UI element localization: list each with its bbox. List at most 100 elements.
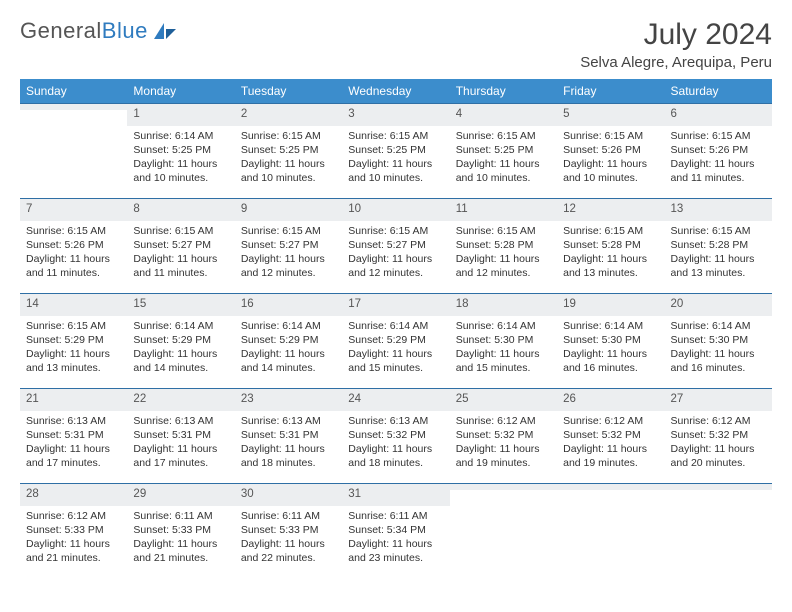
logo-text-blue: Blue (102, 18, 148, 44)
day-body: Sunrise: 6:12 AMSunset: 5:32 PMDaylight:… (450, 411, 557, 475)
sunrise-text: Sunrise: 6:14 AM (241, 319, 336, 333)
day-body (665, 490, 772, 497)
sunrise-text: Sunrise: 6:11 AM (133, 509, 228, 523)
daylight-text: Daylight: 11 hours and 16 minutes. (671, 347, 766, 375)
sunset-text: Sunset: 5:33 PM (26, 523, 121, 537)
sunset-text: Sunset: 5:26 PM (26, 238, 121, 252)
sunset-text: Sunset: 5:28 PM (671, 238, 766, 252)
sunrise-text: Sunrise: 6:15 AM (348, 129, 443, 143)
location-label: Selva Alegre, Arequipa, Peru (580, 54, 772, 71)
day-cell: 3Sunrise: 6:15 AMSunset: 5:25 PMDaylight… (342, 104, 449, 199)
sunset-text: Sunset: 5:26 PM (563, 143, 658, 157)
day-body: Sunrise: 6:15 AMSunset: 5:28 PMDaylight:… (557, 221, 664, 285)
day-cell: 18Sunrise: 6:14 AMSunset: 5:30 PMDayligh… (450, 294, 557, 389)
sunrise-text: Sunrise: 6:15 AM (26, 224, 121, 238)
day-body: Sunrise: 6:13 AMSunset: 5:31 PMDaylight:… (127, 411, 234, 475)
sunset-text: Sunset: 5:31 PM (241, 428, 336, 442)
sunrise-text: Sunrise: 6:14 AM (348, 319, 443, 333)
sunrise-text: Sunrise: 6:15 AM (133, 224, 228, 238)
sunrise-text: Sunrise: 6:15 AM (456, 224, 551, 238)
week-row: 14Sunrise: 6:15 AMSunset: 5:29 PMDayligh… (20, 294, 772, 389)
day-cell: 4Sunrise: 6:15 AMSunset: 5:25 PMDaylight… (450, 104, 557, 199)
col-tuesday: Tuesday (235, 79, 342, 104)
daylight-text: Daylight: 11 hours and 14 minutes. (241, 347, 336, 375)
col-monday: Monday (127, 79, 234, 104)
sunrise-text: Sunrise: 6:15 AM (563, 224, 658, 238)
col-friday: Friday (557, 79, 664, 104)
daylight-text: Daylight: 11 hours and 10 minutes. (563, 157, 658, 185)
week-row: 21Sunrise: 6:13 AMSunset: 5:31 PMDayligh… (20, 389, 772, 484)
day-body: Sunrise: 6:11 AMSunset: 5:34 PMDaylight:… (342, 506, 449, 570)
sunrise-text: Sunrise: 6:12 AM (671, 414, 766, 428)
sunrise-text: Sunrise: 6:13 AM (348, 414, 443, 428)
day-number: 23 (235, 389, 342, 411)
day-cell: 21Sunrise: 6:13 AMSunset: 5:31 PMDayligh… (20, 389, 127, 484)
daylight-text: Daylight: 11 hours and 12 minutes. (241, 252, 336, 280)
day-body: Sunrise: 6:15 AMSunset: 5:25 PMDaylight:… (342, 126, 449, 190)
daylight-text: Daylight: 11 hours and 10 minutes. (133, 157, 228, 185)
day-body: Sunrise: 6:15 AMSunset: 5:26 PMDaylight:… (557, 126, 664, 190)
sunrise-text: Sunrise: 6:14 AM (671, 319, 766, 333)
calendar-table: Sunday Monday Tuesday Wednesday Thursday… (20, 79, 772, 579)
day-number: 20 (665, 294, 772, 316)
sunset-text: Sunset: 5:31 PM (26, 428, 121, 442)
sunset-text: Sunset: 5:30 PM (563, 333, 658, 347)
day-number: 18 (450, 294, 557, 316)
sunrise-text: Sunrise: 6:13 AM (26, 414, 121, 428)
sunrise-text: Sunrise: 6:15 AM (26, 319, 121, 333)
sunset-text: Sunset: 5:25 PM (348, 143, 443, 157)
daylight-text: Daylight: 11 hours and 12 minutes. (348, 252, 443, 280)
daylight-text: Daylight: 11 hours and 11 minutes. (26, 252, 121, 280)
day-cell: 22Sunrise: 6:13 AMSunset: 5:31 PMDayligh… (127, 389, 234, 484)
sunset-text: Sunset: 5:30 PM (671, 333, 766, 347)
page-header: GeneralBlue July 2024 Selva Alegre, Areq… (20, 18, 772, 71)
day-body: Sunrise: 6:15 AMSunset: 5:25 PMDaylight:… (450, 126, 557, 190)
sunrise-text: Sunrise: 6:15 AM (241, 224, 336, 238)
day-body: Sunrise: 6:13 AMSunset: 5:31 PMDaylight:… (20, 411, 127, 475)
day-number: 28 (20, 484, 127, 506)
day-cell: 15Sunrise: 6:14 AMSunset: 5:29 PMDayligh… (127, 294, 234, 389)
daylight-text: Daylight: 11 hours and 13 minutes. (563, 252, 658, 280)
day-body: Sunrise: 6:15 AMSunset: 5:26 PMDaylight:… (20, 221, 127, 285)
day-cell: 28Sunrise: 6:12 AMSunset: 5:33 PMDayligh… (20, 484, 127, 579)
day-body: Sunrise: 6:15 AMSunset: 5:28 PMDaylight:… (450, 221, 557, 285)
day-number: 24 (342, 389, 449, 411)
sunset-text: Sunset: 5:32 PM (456, 428, 551, 442)
day-cell (20, 104, 127, 199)
day-cell: 25Sunrise: 6:12 AMSunset: 5:32 PMDayligh… (450, 389, 557, 484)
day-body (20, 110, 127, 117)
col-thursday: Thursday (450, 79, 557, 104)
logo: GeneralBlue (20, 18, 178, 44)
daylight-text: Daylight: 11 hours and 15 minutes. (348, 347, 443, 375)
sunset-text: Sunset: 5:25 PM (456, 143, 551, 157)
day-cell: 26Sunrise: 6:12 AMSunset: 5:32 PMDayligh… (557, 389, 664, 484)
day-body: Sunrise: 6:14 AMSunset: 5:29 PMDaylight:… (342, 316, 449, 380)
day-body: Sunrise: 6:14 AMSunset: 5:29 PMDaylight:… (127, 316, 234, 380)
day-number: 12 (557, 199, 664, 221)
daylight-text: Daylight: 11 hours and 19 minutes. (563, 442, 658, 470)
sunset-text: Sunset: 5:28 PM (456, 238, 551, 252)
day-number: 31 (342, 484, 449, 506)
day-cell: 27Sunrise: 6:12 AMSunset: 5:32 PMDayligh… (665, 389, 772, 484)
daylight-text: Daylight: 11 hours and 21 minutes. (26, 537, 121, 565)
daylight-text: Daylight: 11 hours and 17 minutes. (133, 442, 228, 470)
daylight-text: Daylight: 11 hours and 14 minutes. (133, 347, 228, 375)
day-cell: 6Sunrise: 6:15 AMSunset: 5:26 PMDaylight… (665, 104, 772, 199)
day-cell: 14Sunrise: 6:15 AMSunset: 5:29 PMDayligh… (20, 294, 127, 389)
sunset-text: Sunset: 5:33 PM (241, 523, 336, 537)
sunset-text: Sunset: 5:26 PM (671, 143, 766, 157)
day-number: 5 (557, 104, 664, 126)
sunrise-text: Sunrise: 6:13 AM (133, 414, 228, 428)
day-cell: 2Sunrise: 6:15 AMSunset: 5:25 PMDaylight… (235, 104, 342, 199)
daylight-text: Daylight: 11 hours and 11 minutes. (133, 252, 228, 280)
day-cell (557, 484, 664, 579)
day-cell: 5Sunrise: 6:15 AMSunset: 5:26 PMDaylight… (557, 104, 664, 199)
day-cell (665, 484, 772, 579)
day-cell: 19Sunrise: 6:14 AMSunset: 5:30 PMDayligh… (557, 294, 664, 389)
sunrise-text: Sunrise: 6:15 AM (241, 129, 336, 143)
sunrise-text: Sunrise: 6:15 AM (563, 129, 658, 143)
sunrise-text: Sunrise: 6:15 AM (348, 224, 443, 238)
sunset-text: Sunset: 5:27 PM (241, 238, 336, 252)
day-body: Sunrise: 6:15 AMSunset: 5:29 PMDaylight:… (20, 316, 127, 380)
sunset-text: Sunset: 5:28 PM (563, 238, 658, 252)
